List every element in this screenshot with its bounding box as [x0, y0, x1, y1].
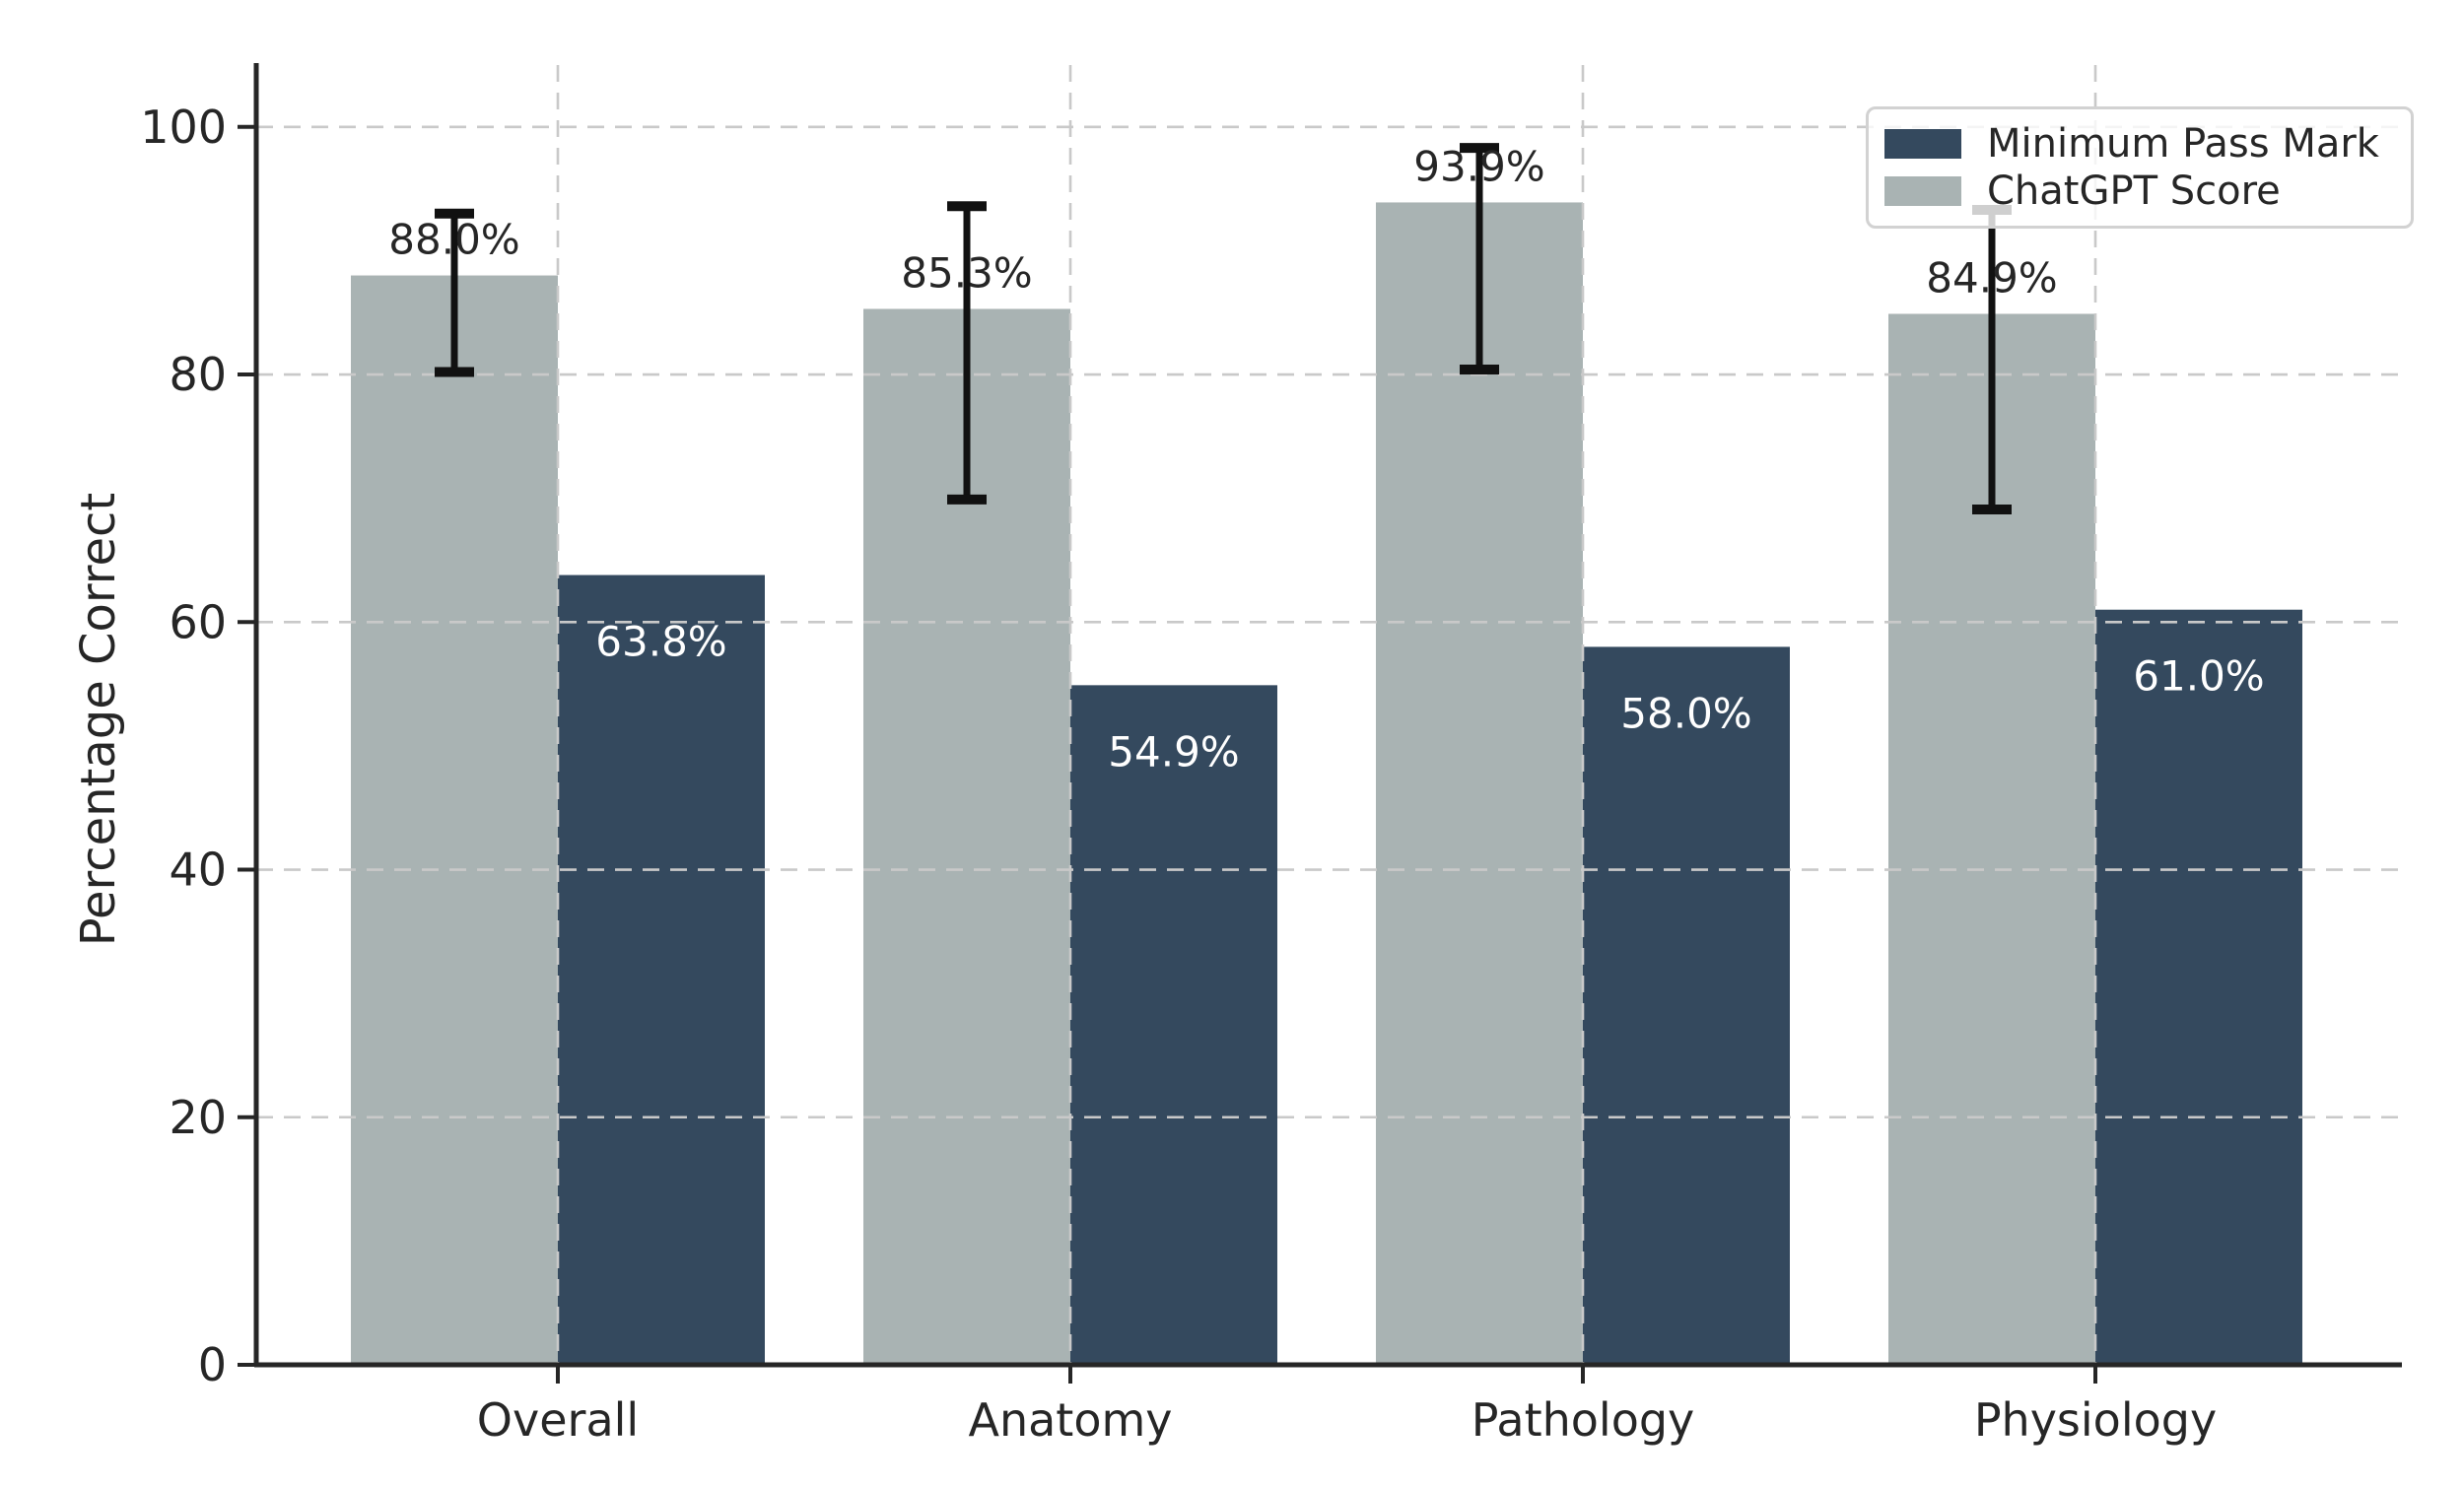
- legend-label-minimum-pass-mark: Minimum Pass Mark: [1987, 120, 2379, 167]
- value-label-minimum-pass-mark-physiology: 61.0%: [2133, 652, 2264, 701]
- value-label-minimum-pass-mark-overall: 63.8%: [595, 618, 726, 666]
- x-tick-label-physiology: Physiology: [1974, 1393, 2217, 1447]
- bar-minimum-pass-mark-anatomy: [1070, 685, 1277, 1365]
- legend-item-chatgpt-score: ChatGPT Score: [1884, 171, 2411, 211]
- value-label-chatgpt-score-physiology: 84.9%: [1926, 253, 2057, 302]
- y-tick-label-0: 0: [198, 1338, 227, 1391]
- x-tick-label-pathology: Pathology: [1472, 1393, 1695, 1447]
- legend-item-minimum-pass-mark: Minimum Pass Mark: [1884, 124, 2411, 164]
- value-label-chatgpt-score-anatomy: 85.3%: [901, 248, 1032, 297]
- legend-swatch-chatgpt-score: [1884, 176, 1961, 207]
- value-label-chatgpt-score-overall: 88.0%: [388, 216, 519, 264]
- value-label-minimum-pass-mark-anatomy: 54.9%: [1108, 727, 1239, 776]
- bar-chatgpt-score-overall: [351, 275, 558, 1365]
- value-label-chatgpt-score-pathology: 93.9%: [1413, 142, 1544, 190]
- y-tick-label-100: 100: [140, 101, 227, 154]
- bar-minimum-pass-mark-physiology: [2095, 609, 2302, 1365]
- bar-minimum-pass-mark-overall: [558, 575, 765, 1365]
- y-tick-label-20: 20: [169, 1091, 227, 1144]
- y-tick-label-60: 60: [169, 595, 227, 648]
- y-axis-label: Percentage Correct: [71, 492, 126, 947]
- legend-label-chatgpt-score: ChatGPT Score: [1987, 169, 2281, 215]
- x-tick-label-anatomy: Anatomy: [968, 1393, 1172, 1447]
- bar-chatgpt-score-pathology: [1376, 202, 1583, 1366]
- bar-minimum-pass-mark-pathology: [1583, 646, 1790, 1365]
- y-tick-label-40: 40: [169, 844, 227, 897]
- y-tick-label-80: 80: [169, 348, 227, 401]
- value-label-minimum-pass-mark-pathology: 58.0%: [1620, 689, 1751, 737]
- legend-swatch-minimum-pass-mark: [1884, 128, 1961, 159]
- x-tick-label-overall: Overall: [477, 1393, 639, 1447]
- legend: Minimum Pass Mark ChatGPT Score: [1866, 106, 2414, 229]
